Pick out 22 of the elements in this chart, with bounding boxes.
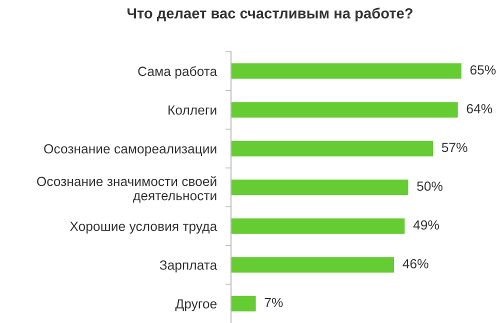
- data-label: 50%: [417, 182, 442, 191]
- bar: [231, 102, 458, 118]
- y-tick-label: Сама работа: [138, 66, 218, 79]
- y-tick-label: Другое: [175, 299, 217, 312]
- data-label: 64%: [466, 104, 492, 114]
- y-tick-label: Коллеги: [168, 106, 216, 115]
- y-tick-label: Зарплата: [160, 260, 218, 272]
- bar: [231, 218, 405, 234]
- bar: [231, 180, 408, 196]
- y-tick-label: Осознание значимости своей деятельности: [37, 176, 216, 203]
- chart-title: Что делает вас счастливым на работе?: [128, 8, 412, 22]
- y-tick-label: Осознание самореализации: [44, 144, 216, 156]
- y-tick-label: Хорошие условия труда: [70, 222, 218, 234]
- bar: [231, 296, 256, 312]
- bar: [231, 63, 462, 79]
- data-label: 46%: [402, 259, 428, 268]
- data-label: 57%: [442, 142, 468, 152]
- bar: [231, 140, 434, 156]
- bar: [231, 257, 394, 273]
- data-label: 49%: [413, 220, 439, 230]
- data-label: 7%: [264, 298, 283, 308]
- data-label: 65%: [470, 65, 496, 75]
